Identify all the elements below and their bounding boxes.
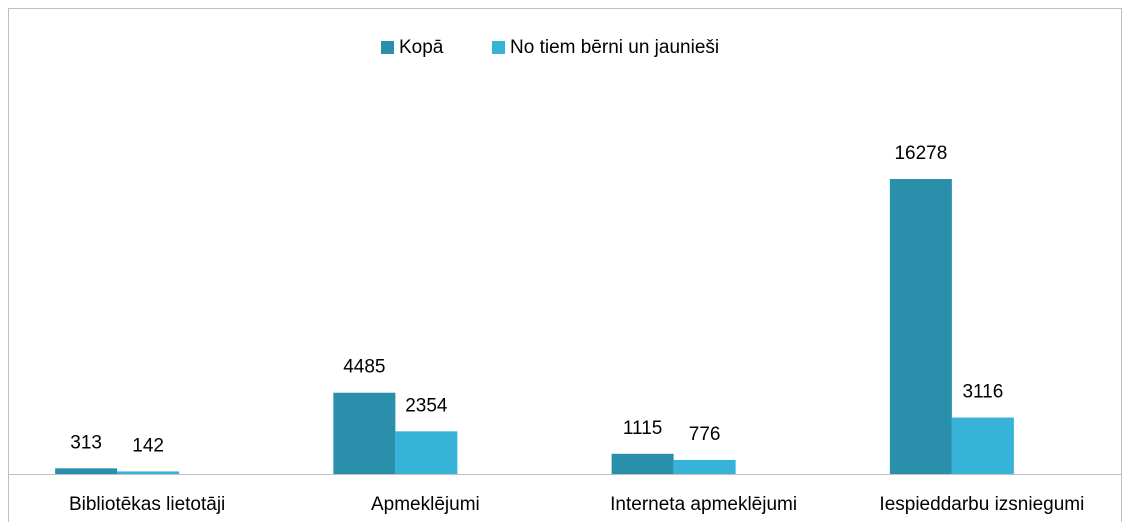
x-tick-label: Iespieddarbu izsniegumi [879,494,1084,515]
data-label: 142 [132,435,164,456]
x-tick-label: Bibliotēkas lietotāji [69,494,225,515]
bar [55,468,118,474]
legend-label: Kopā [399,37,444,58]
chart-frame [8,8,1122,522]
data-label: 3116 [962,382,1003,403]
bar [673,459,736,474]
bar [889,179,952,474]
data-label: 4485 [343,357,385,378]
x-tick-label: Interneta apmeklējumi [610,494,797,515]
bar [951,417,1014,474]
data-label: 313 [70,432,102,453]
data-label: 16278 [894,143,947,164]
data-label: 1115 [623,418,662,439]
bar [117,471,180,474]
legend-label: No tiem bērni un jaunieši [510,37,719,58]
data-label: 776 [689,424,721,445]
legend-swatch [492,41,505,54]
legend-swatch [381,41,394,54]
x-tick-label: Apmeklējumi [371,494,480,515]
bar [611,453,674,474]
data-label: 2354 [405,395,448,416]
bar [333,392,396,474]
bar [395,431,458,474]
